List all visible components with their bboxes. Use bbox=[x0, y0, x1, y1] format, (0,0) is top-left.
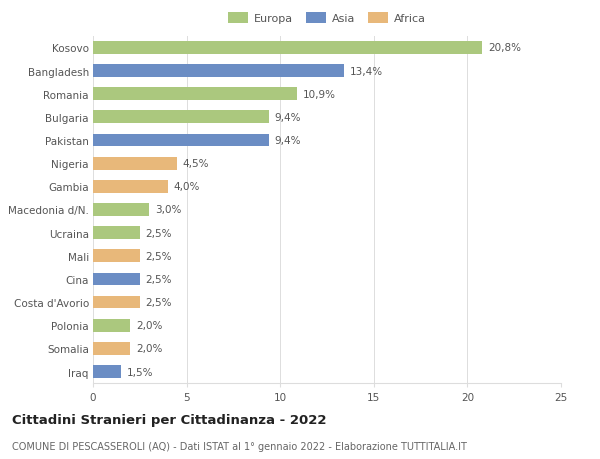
Text: 2,5%: 2,5% bbox=[145, 251, 172, 261]
Text: 13,4%: 13,4% bbox=[349, 67, 383, 76]
Text: 2,0%: 2,0% bbox=[136, 344, 163, 353]
Bar bbox=[93, 296, 140, 309]
Text: 1,5%: 1,5% bbox=[127, 367, 153, 377]
Bar bbox=[93, 319, 130, 332]
Bar bbox=[93, 204, 149, 216]
Bar bbox=[93, 365, 121, 378]
Bar bbox=[93, 88, 297, 101]
Text: 2,0%: 2,0% bbox=[136, 320, 163, 330]
Bar bbox=[93, 157, 177, 170]
Bar bbox=[93, 111, 269, 124]
Text: 20,8%: 20,8% bbox=[488, 43, 521, 53]
Text: 4,0%: 4,0% bbox=[173, 182, 200, 192]
Bar bbox=[93, 342, 130, 355]
Text: 3,0%: 3,0% bbox=[155, 205, 181, 215]
Bar bbox=[93, 227, 140, 240]
Text: 4,5%: 4,5% bbox=[183, 159, 209, 169]
Bar bbox=[93, 250, 140, 263]
Text: 2,5%: 2,5% bbox=[145, 228, 172, 238]
Text: 10,9%: 10,9% bbox=[302, 90, 335, 100]
Legend: Europa, Asia, Africa: Europa, Asia, Africa bbox=[225, 10, 429, 28]
Text: 2,5%: 2,5% bbox=[145, 274, 172, 284]
Bar bbox=[93, 180, 168, 193]
Text: COMUNE DI PESCASSEROLI (AQ) - Dati ISTAT al 1° gennaio 2022 - Elaborazione TUTTI: COMUNE DI PESCASSEROLI (AQ) - Dati ISTAT… bbox=[12, 441, 467, 451]
Text: 9,4%: 9,4% bbox=[275, 136, 301, 146]
Bar bbox=[93, 65, 344, 78]
Text: 9,4%: 9,4% bbox=[275, 112, 301, 123]
Bar bbox=[93, 134, 269, 147]
Text: Cittadini Stranieri per Cittadinanza - 2022: Cittadini Stranieri per Cittadinanza - 2… bbox=[12, 413, 326, 426]
Bar bbox=[93, 42, 482, 55]
Bar bbox=[93, 273, 140, 285]
Text: 2,5%: 2,5% bbox=[145, 297, 172, 308]
